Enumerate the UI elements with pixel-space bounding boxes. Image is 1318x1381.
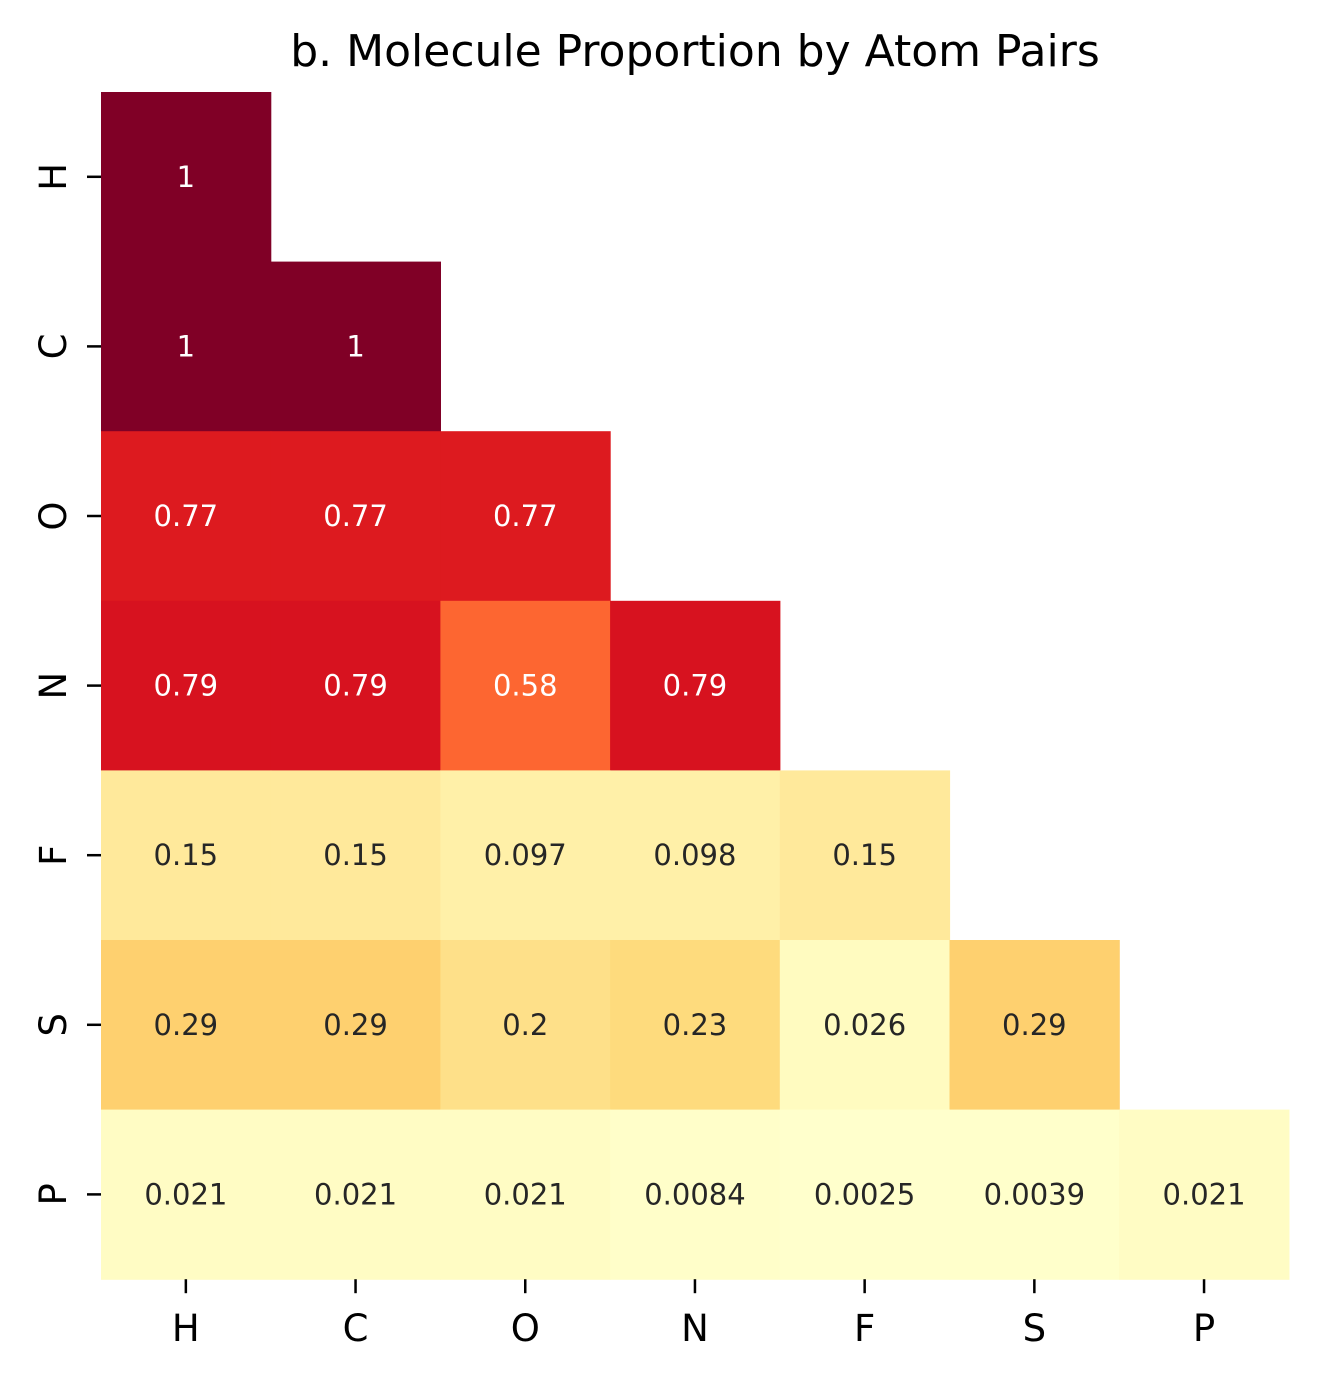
cell-value-label: 1 xyxy=(177,329,195,363)
heatmap-cell-S-C xyxy=(270,940,441,1111)
cell-value-label: 0.0025 xyxy=(814,1177,915,1211)
cell-value-label: 0.77 xyxy=(493,499,558,533)
heatmap-cell-N-O xyxy=(440,600,611,771)
cell-value-label: 0.79 xyxy=(323,669,388,703)
cell-value-label: 1 xyxy=(177,160,195,194)
x-tick-label: C xyxy=(343,1307,369,1350)
y-tick-label: P xyxy=(32,1183,75,1205)
x-tick-label: S xyxy=(1023,1307,1047,1350)
heatmap-cell-N-C xyxy=(270,600,441,771)
cell-value-label: 0.0039 xyxy=(984,1177,1085,1211)
y-tick-label: S xyxy=(32,1013,75,1037)
y-tick-label: H xyxy=(32,163,75,191)
heatmap-cell-P-F xyxy=(779,1109,951,1280)
cell-value-label: 0.2 xyxy=(502,1008,548,1042)
heatmap-cell-C-C xyxy=(270,261,441,432)
cell-value-label: 0.021 xyxy=(144,1177,227,1211)
heatmap-cell-O-C xyxy=(270,431,441,602)
cell-value-label: 0.0084 xyxy=(644,1177,745,1211)
cell-value-label: 0.29 xyxy=(154,1008,219,1042)
heatmap-cell-C-H xyxy=(101,261,272,432)
heatmap-cells xyxy=(101,92,1290,1280)
cell-value-label: 0.021 xyxy=(314,1177,397,1211)
cell-value-label: 0.15 xyxy=(323,838,388,872)
heatmap-cell-S-N xyxy=(610,940,781,1111)
heatmap-cell-P-O xyxy=(440,1109,611,1280)
cell-value-label: 0.097 xyxy=(484,838,567,872)
heatmap-cell-P-N xyxy=(610,1109,781,1280)
heatmap-cell-O-O xyxy=(440,431,611,602)
heatmap-cell-F-F xyxy=(779,770,951,941)
heatmap-cell-P-S xyxy=(949,1109,1120,1280)
heatmap-cell-S-O xyxy=(440,940,611,1111)
heatmap-cell-F-H xyxy=(101,770,272,941)
x-tick-label: O xyxy=(511,1307,540,1350)
y-tick-label: O xyxy=(32,501,75,530)
y-axis: H C O N F S P xyxy=(32,163,101,1206)
heatmap-cell-F-O xyxy=(440,770,611,941)
cell-value-label: 0.29 xyxy=(323,1008,388,1042)
cell-value-label: 0.29 xyxy=(1002,1008,1067,1042)
heatmap-cell-P-C xyxy=(270,1109,441,1280)
cell-value-label: 0.58 xyxy=(493,669,558,703)
cell-value-label: 0.026 xyxy=(823,1008,906,1042)
y-tick-label: F xyxy=(32,845,75,866)
heatmap-cell-S-F xyxy=(779,940,951,1111)
x-tick-label: N xyxy=(681,1307,709,1350)
cell-value-label: 0.098 xyxy=(653,838,736,872)
heatmap-cell-F-N xyxy=(610,770,781,941)
cell-value-label: 1 xyxy=(346,329,364,363)
chart-title: b. Molecule Proportion by Atom Pairs xyxy=(290,26,1100,77)
heatmap-cell-H-H xyxy=(101,92,272,263)
cell-value-label: 0.79 xyxy=(663,669,728,703)
heatmap-cell-P-P xyxy=(1119,1109,1290,1280)
heatmap-cell-labels: 1 1 1 0.77 0.77 0.77 0.79 0.79 0.58 0.79 0.15 0.15 0… xyxy=(144,160,1245,1212)
x-tick-label: P xyxy=(1193,1307,1215,1350)
cell-value-label: 0.15 xyxy=(832,838,897,872)
heatmap-cell-S-H xyxy=(101,940,272,1111)
heatmap-cell-P-H xyxy=(101,1109,272,1280)
heatmap-cell-N-H xyxy=(101,600,272,771)
cell-value-label: 0.79 xyxy=(154,669,219,703)
heatmap-cell-S-S xyxy=(949,940,1120,1111)
heatmap-cell-O-H xyxy=(101,431,272,602)
heatmap-cell-F-C xyxy=(270,770,441,941)
cell-value-label: 0.021 xyxy=(484,1177,567,1211)
heatmap-cell-N-N xyxy=(610,600,781,771)
y-tick-label: N xyxy=(32,672,75,700)
cell-value-label: 0.021 xyxy=(1163,1177,1246,1211)
x-tick-label: F xyxy=(854,1307,875,1350)
cell-value-label: 0.77 xyxy=(154,499,219,533)
cell-value-label: 0.23 xyxy=(663,1008,728,1042)
x-tick-label: H xyxy=(172,1307,200,1350)
cell-value-label: 0.77 xyxy=(323,499,388,533)
cell-value-label: 0.15 xyxy=(154,838,219,872)
y-tick-label: C xyxy=(32,333,75,359)
